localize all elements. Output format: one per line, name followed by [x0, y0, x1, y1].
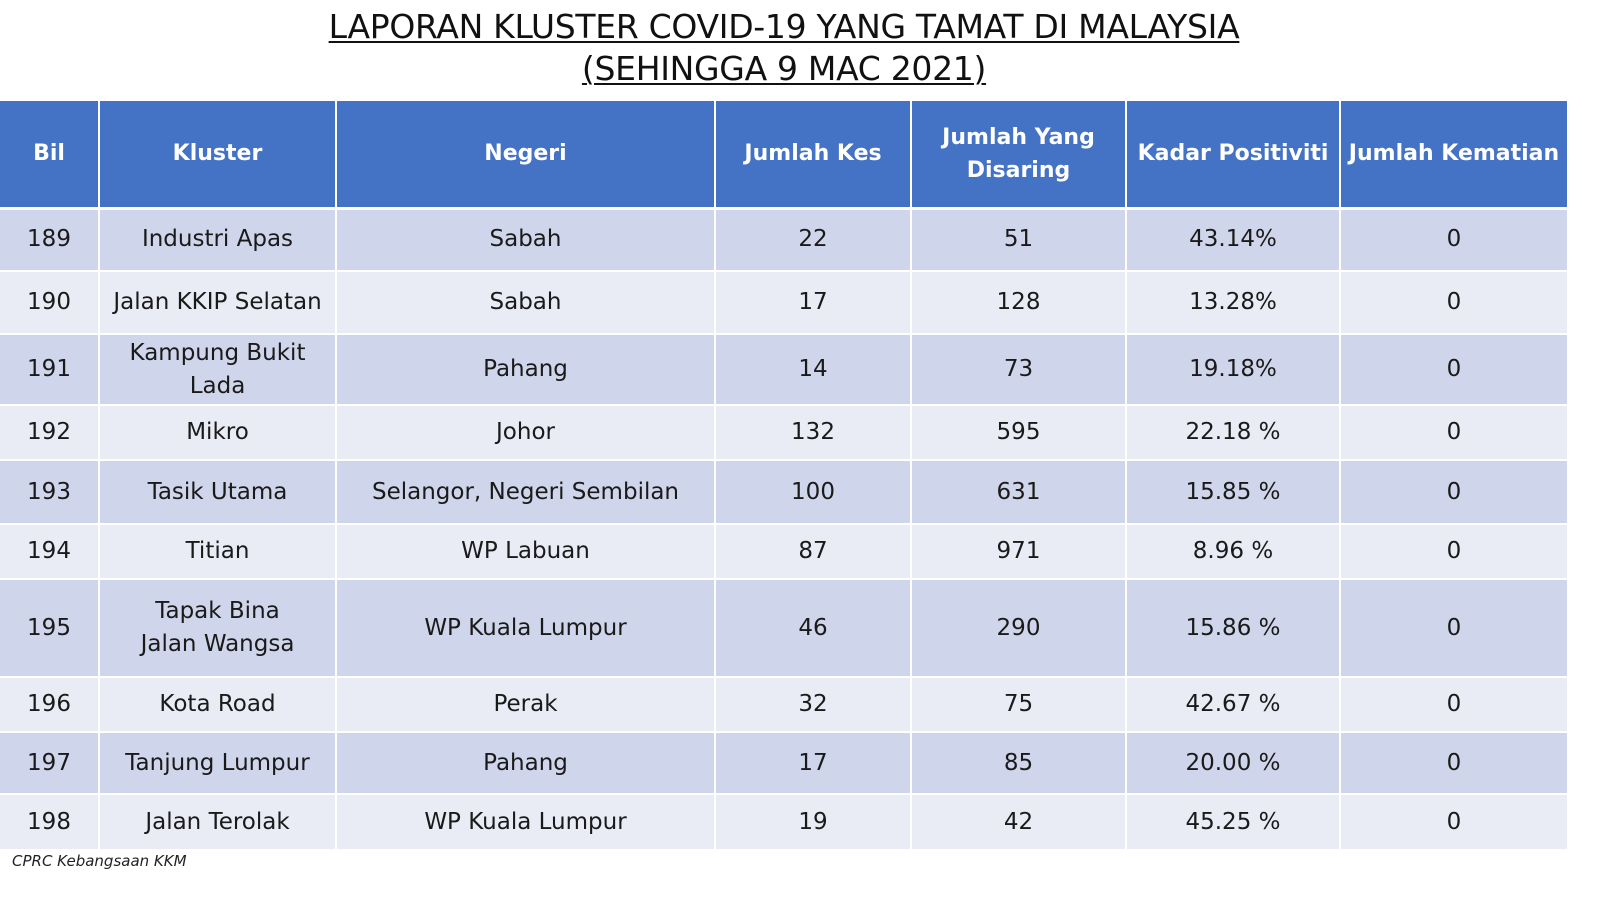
cell-kluster: Tapak Bina Jalan Wangsa — [99, 579, 337, 678]
cell-negeri: Selangor, Negeri Sembilan — [336, 460, 716, 525]
cell-negeri: Johor — [336, 405, 716, 461]
cell-jumlah-kes: 19 — [715, 794, 912, 851]
cell-kluster: Titian — [99, 524, 337, 580]
cell-jumlah-kes: 17 — [715, 271, 912, 335]
cell-jumlah-kematian: 0 — [1340, 524, 1569, 580]
cell-bil: 191 — [0, 334, 100, 406]
table-row: 194 Titian WP Labuan 87 971 8.96 % 0 — [0, 524, 1569, 580]
cell-jumlah-disaring: 971 — [911, 524, 1127, 580]
col-header-kluster: Kluster — [99, 101, 337, 210]
cell-kluster: Tasik Utama — [99, 460, 337, 525]
cell-jumlah-kematian: 0 — [1340, 334, 1569, 406]
cell-jumlah-kematian: 0 — [1340, 271, 1569, 335]
cell-negeri: Sabah — [336, 271, 716, 335]
cell-negeri: Pahang — [336, 334, 716, 406]
cell-jumlah-kes: 14 — [715, 334, 912, 406]
table-row: 191 Kampung Bukit Lada Pahang 14 73 19.1… — [0, 334, 1569, 406]
cell-jumlah-disaring: 73 — [911, 334, 1127, 406]
cell-kadar-positiviti: 15.85 % — [1126, 460, 1341, 525]
cell-bil: 193 — [0, 460, 100, 525]
cell-negeri: Sabah — [336, 208, 716, 272]
cell-kluster: Kampung Bukit Lada — [99, 334, 337, 406]
col-header-jumlah-kematian: Jumlah Kematian — [1340, 101, 1569, 210]
cell-jumlah-disaring: 128 — [911, 271, 1127, 335]
cell-bil: 197 — [0, 732, 100, 795]
cell-jumlah-disaring: 595 — [911, 405, 1127, 461]
cell-jumlah-kematian: 0 — [1340, 460, 1569, 525]
cell-jumlah-kes: 132 — [715, 405, 912, 461]
cell-bil: 192 — [0, 405, 100, 461]
cell-jumlah-kes: 17 — [715, 732, 912, 795]
cell-negeri: Perak — [336, 677, 716, 733]
col-header-jumlah-disaring: Jumlah Yang Disaring — [911, 101, 1127, 210]
cell-jumlah-disaring: 75 — [911, 677, 1127, 733]
cell-jumlah-kes: 22 — [715, 208, 912, 272]
cell-bil: 196 — [0, 677, 100, 733]
table-row: 197 Tanjung Lumpur Pahang 17 85 20.00 % … — [0, 732, 1569, 795]
cell-jumlah-kematian: 0 — [1340, 732, 1569, 795]
cell-kadar-positiviti: 19.18% — [1126, 334, 1341, 406]
cell-jumlah-kematian: 0 — [1340, 794, 1569, 851]
title-line-2: (SEHINGGA 9 MAC 2021) — [581, 49, 987, 88]
table-row: 195 Tapak Bina Jalan Wangsa WP Kuala Lum… — [0, 579, 1569, 678]
cell-kluster: Mikro — [99, 405, 337, 461]
col-header-jumlah-kes: Jumlah Kes — [715, 101, 912, 210]
cell-bil: 189 — [0, 208, 100, 272]
cell-kluster: Tanjung Lumpur — [99, 732, 337, 795]
col-header-negeri: Negeri — [336, 101, 716, 210]
cell-negeri: WP Labuan — [336, 524, 716, 580]
cell-kadar-positiviti: 22.18 % — [1126, 405, 1341, 461]
cell-negeri: WP Kuala Lumpur — [336, 579, 716, 678]
cell-kluster: Jalan KKIP Selatan — [99, 271, 337, 335]
cell-negeri: Pahang — [336, 732, 716, 795]
cell-negeri: WP Kuala Lumpur — [336, 794, 716, 851]
cell-bil: 194 — [0, 524, 100, 580]
cell-jumlah-kes: 87 — [715, 524, 912, 580]
title-line-1: LAPORAN KLUSTER COVID-19 YANG TAMAT DI M… — [328, 7, 1240, 46]
table-row: 193 Tasik Utama Selangor, Negeri Sembila… — [0, 460, 1569, 525]
col-header-bil: Bil — [0, 101, 100, 210]
report-title: LAPORAN KLUSTER COVID-19 YANG TAMAT DI M… — [0, 6, 1568, 90]
cell-jumlah-kes: 100 — [715, 460, 912, 525]
table-row: 190 Jalan KKIP Selatan Sabah 17 128 13.2… — [0, 271, 1569, 335]
cell-kadar-positiviti: 42.67 % — [1126, 677, 1341, 733]
cell-bil: 195 — [0, 579, 100, 678]
cell-jumlah-disaring: 51 — [911, 208, 1127, 272]
table-row: 192 Mikro Johor 132 595 22.18 % 0 — [0, 405, 1569, 461]
cell-jumlah-kes: 32 — [715, 677, 912, 733]
table-row: 198 Jalan Terolak WP Kuala Lumpur 19 42 … — [0, 794, 1569, 851]
cell-jumlah-kematian: 0 — [1340, 579, 1569, 678]
table-row: 189 Industri Apas Sabah 22 51 43.14% 0 — [0, 208, 1569, 272]
cell-bil: 198 — [0, 794, 100, 851]
cell-jumlah-kematian: 0 — [1340, 677, 1569, 733]
header-row: Bil Kluster Negeri Jumlah Kes Jumlah Yan… — [0, 101, 1569, 210]
cell-jumlah-disaring: 290 — [911, 579, 1127, 678]
cell-bil: 190 — [0, 271, 100, 335]
cell-jumlah-kes: 46 — [715, 579, 912, 678]
cluster-table: Bil Kluster Negeri Jumlah Kes Jumlah Yan… — [0, 101, 1569, 851]
cell-kadar-positiviti: 20.00 % — [1126, 732, 1341, 795]
col-header-kadar-positiviti: Kadar Positiviti — [1126, 101, 1341, 210]
cell-jumlah-disaring: 42 — [911, 794, 1127, 851]
cell-kadar-positiviti: 45.25 % — [1126, 794, 1341, 851]
cell-jumlah-disaring: 631 — [911, 460, 1127, 525]
table-row: 196 Kota Road Perak 32 75 42.67 % 0 — [0, 677, 1569, 733]
cell-jumlah-kematian: 0 — [1340, 208, 1569, 272]
cell-kluster: Kota Road — [99, 677, 337, 733]
source-credit: CPRC Kebangsaan KKM — [12, 852, 187, 870]
cell-jumlah-disaring: 85 — [911, 732, 1127, 795]
cell-kluster: Jalan Terolak — [99, 794, 337, 851]
cell-kadar-positiviti: 8.96 % — [1126, 524, 1341, 580]
cell-kadar-positiviti: 15.86 % — [1126, 579, 1341, 678]
cell-kluster: Industri Apas — [99, 208, 337, 272]
cell-kadar-positiviti: 43.14% — [1126, 208, 1341, 272]
cell-jumlah-kematian: 0 — [1340, 405, 1569, 461]
cell-kadar-positiviti: 13.28% — [1126, 271, 1341, 335]
